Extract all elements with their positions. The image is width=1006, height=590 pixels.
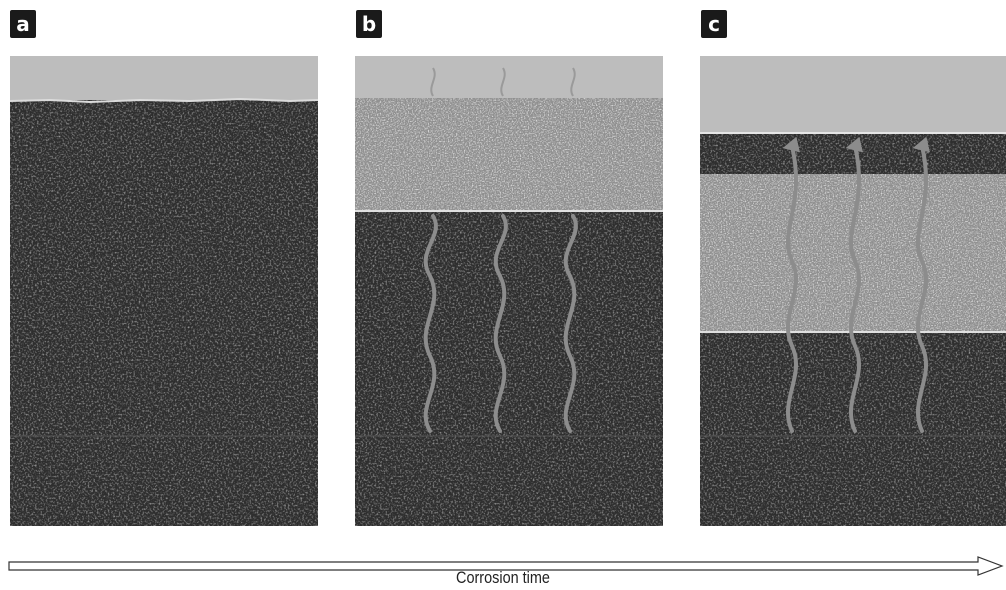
panel-b-cross-section — [355, 56, 663, 526]
surface-layer — [700, 56, 1006, 134]
corroded-texture — [355, 98, 663, 211]
diffusion-arrows — [423, 214, 578, 433]
bubble-3 — [570, 67, 576, 97]
diffusion-arrows — [782, 136, 931, 433]
dense-texture — [700, 132, 1006, 176]
panel-a-cross-section — [10, 56, 318, 526]
bubble-1 — [430, 67, 436, 97]
wavy-arrow-2 — [493, 214, 508, 433]
surface-layer — [355, 56, 663, 100]
panel-label-a: a — [10, 10, 36, 38]
bulk-texture — [10, 100, 318, 526]
escaping-bubbles — [430, 67, 576, 97]
wavy-arrow-3 — [912, 136, 931, 433]
corrosion-time-arrow — [8, 556, 1004, 576]
surface-edge — [10, 97, 318, 104]
bulk-texture — [355, 211, 663, 526]
bubble-2 — [500, 67, 506, 97]
panel-c-cross-section — [700, 56, 1006, 526]
wavy-arrow-1 — [782, 136, 801, 433]
wavy-arrow-3 — [563, 214, 578, 433]
corrosion-time-label: Corrosion time — [456, 568, 550, 587]
wavy-arrow-1 — [423, 214, 438, 433]
wavy-arrow-2 — [845, 136, 864, 433]
surface-layer — [10, 56, 318, 102]
panel-label-b: b — [356, 10, 382, 38]
panel-label-c: c — [701, 10, 727, 38]
